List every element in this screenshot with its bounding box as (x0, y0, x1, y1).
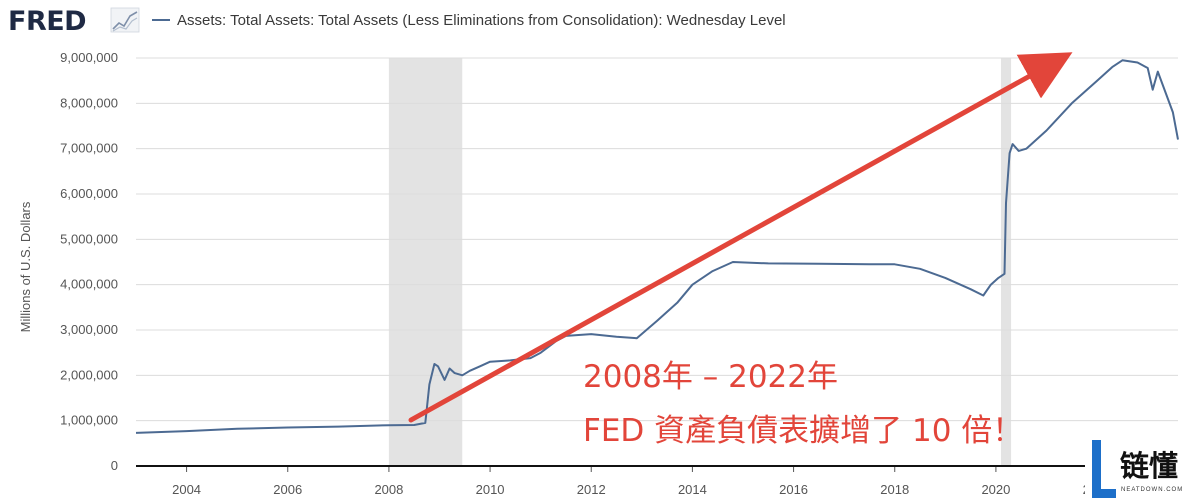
y-tick-label: 5,000,000 (60, 231, 118, 246)
x-axis-ticks: 2004200620082010201220142016201820202022 (172, 466, 1112, 497)
series-layer (135, 59, 1179, 434)
series-line-total-assets (135, 59, 1179, 434)
y-tick-label: 8,000,000 (60, 95, 118, 110)
watermark-title: 链懂 (1120, 449, 1178, 483)
y-axis-ticks: 0 1,000,000 2,000,000 3,000,000 4,000,000 5,0… (60, 50, 118, 473)
chart-header: FRED Assets: Total Assets: Total Assets … (8, 6, 786, 37)
neatdown-watermark: 链懂 NEATDOWN.COM (1085, 436, 1200, 502)
legend-label: Assets: Total Assets: Total Assets (Less… (177, 12, 786, 29)
x-tick-label: 2014 (678, 482, 707, 497)
x-tick-label: 2016 (779, 482, 808, 497)
recession-band (1000, 58, 1012, 466)
y-axis-title: Millions of U.S. Dollars (18, 201, 33, 332)
annotation-line-2: FED 資產負債表擴增了 10 倍！ (583, 413, 1023, 449)
y-tick-label: 1,000,000 (60, 413, 118, 428)
y-tick-label: 4,000,000 (60, 277, 118, 292)
x-tick-label: 2010 (476, 482, 505, 497)
annotation-line-1: 2008年 – 2022年 (583, 359, 838, 395)
y-tick-label: 3,000,000 (60, 322, 118, 337)
x-tick-label: 2020 (981, 482, 1010, 497)
x-tick-label: 2006 (273, 482, 302, 497)
y-tick-label: 0 (111, 458, 118, 473)
y-tick-label: 2,000,000 (60, 367, 118, 382)
x-tick-label: 2004 (172, 482, 201, 497)
x-tick-label: 2012 (577, 482, 606, 497)
recession-band (388, 58, 463, 466)
x-tick-label: 2008 (374, 482, 403, 497)
y-tick-label: 7,000,000 (60, 141, 118, 156)
fred-logo-graph-icon (110, 7, 140, 33)
trend-arrow (408, 52, 1073, 423)
watermark-l-mark-icon (1092, 440, 1116, 498)
y-tick-label: 6,000,000 (60, 186, 118, 201)
x-tick-label: 2018 (880, 482, 909, 497)
y-tick-label: 9,000,000 (60, 50, 118, 65)
watermark-url: NEATDOWN.COM (1121, 487, 1183, 493)
fred-logo: FRED (8, 6, 86, 37)
